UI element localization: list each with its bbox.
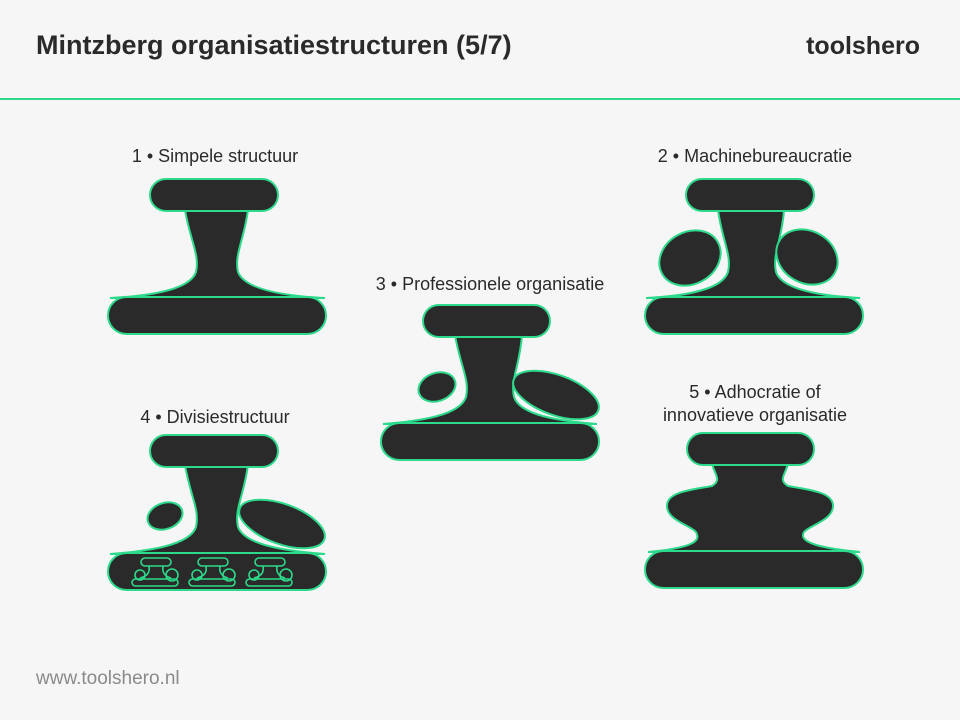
page-title: Mintzberg organisatiestructuren (5/7) bbox=[36, 30, 512, 60]
adhocracy-shape bbox=[644, 432, 864, 589]
division-units bbox=[131, 557, 293, 587]
division-unit-2 bbox=[188, 557, 236, 587]
structure-label-adhocracy-line1: 5 • Adhocratie of bbox=[689, 382, 821, 402]
structure-label-professional: 3 • Professionele organisatie bbox=[375, 274, 605, 294]
structure-label-adhocracy-line2: innovatieve organisatie bbox=[662, 405, 848, 425]
division-unit-1 bbox=[131, 557, 179, 587]
structure-label-machine: 2 • Machinebureaucratie bbox=[657, 146, 853, 166]
footer-url: www.toolshero.nl bbox=[36, 668, 180, 689]
header: Mintzberg organisatiestructuren (5/7) to… bbox=[0, 0, 960, 100]
structure-label-divisional: 4 • Divisiestructuur bbox=[140, 407, 290, 427]
machine-bureaucracy-shape bbox=[644, 178, 864, 335]
professional-organisation-shape bbox=[380, 304, 600, 461]
divisional-structure-shape bbox=[107, 434, 327, 591]
structure-label-simple: 1 • Simpele structuur bbox=[131, 146, 299, 166]
division-unit-3 bbox=[245, 557, 293, 587]
brand-logo: toolshero bbox=[806, 32, 920, 60]
simple-structure-shape bbox=[107, 178, 327, 335]
